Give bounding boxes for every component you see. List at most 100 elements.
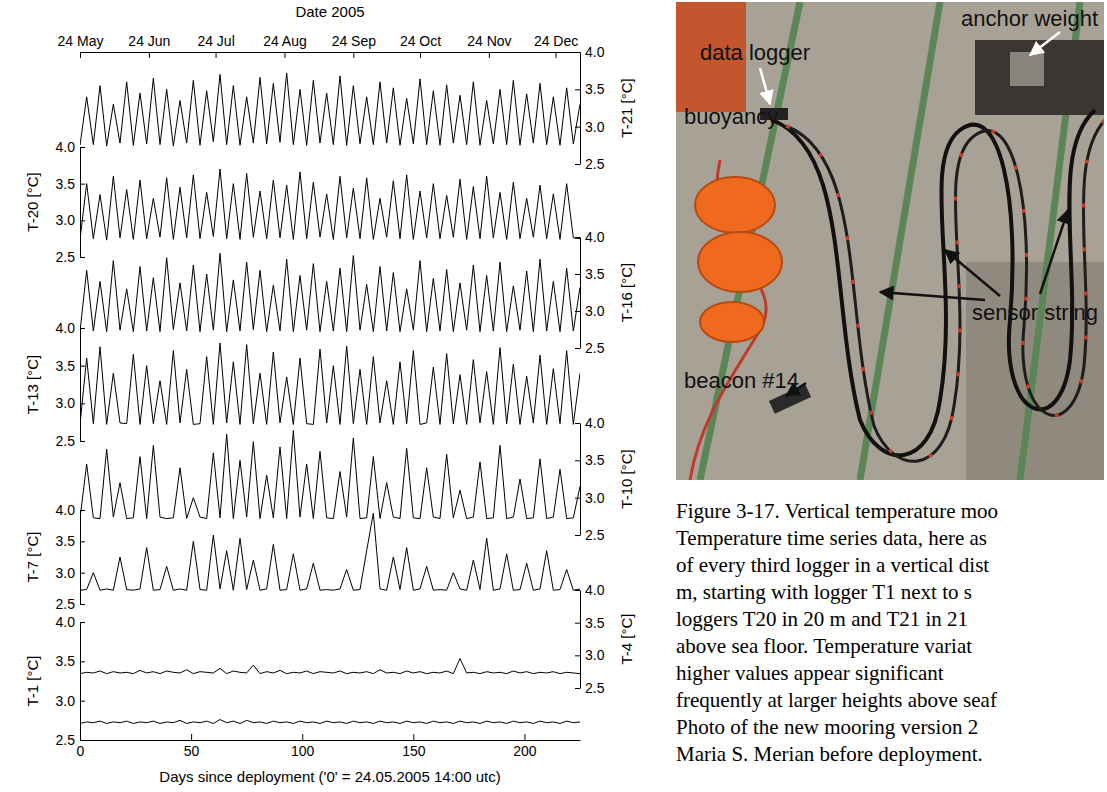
tick-label: 24 Sep <box>332 33 377 49</box>
caption-line: loggers T20 in 20 m and T21 in 21 <box>676 607 968 631</box>
caption-line: Maria S. Merian before deployment. <box>676 742 983 766</box>
y-axis: 2.53.03.54.0 <box>56 320 85 449</box>
tick: 50 <box>184 734 200 759</box>
temperature-line <box>80 169 580 240</box>
series-group <box>80 343 580 424</box>
tick: 2.5 <box>575 680 605 696</box>
tick-label: 3.5 <box>585 81 605 97</box>
tick-label: 200 <box>513 743 537 759</box>
temperature-line <box>80 253 580 331</box>
tick: 24 May <box>58 33 104 58</box>
tick-label: 4.0 <box>585 229 605 245</box>
tick-mark <box>575 52 580 53</box>
photo-label: anchor weight <box>961 6 1098 31</box>
tick: 2.5 <box>56 249 85 265</box>
tick-label: 2.5 <box>585 680 605 696</box>
tick: 2.5 <box>56 732 85 748</box>
tick-label: 3.0 <box>56 212 76 228</box>
caption-line: Temperature time series data, here as <box>676 526 987 550</box>
axis-line <box>80 148 81 258</box>
tick-label: 3.5 <box>585 615 605 631</box>
buoy <box>698 232 782 292</box>
tick: 4.0 <box>575 229 605 245</box>
axis-line <box>80 329 81 442</box>
tick-mark <box>575 688 580 689</box>
series-group <box>80 513 580 590</box>
tick: 150 <box>402 734 426 759</box>
tick-label: 24 Nov <box>467 33 511 49</box>
tick-label: 3.0 <box>585 303 605 319</box>
tick-label: 3.0 <box>585 490 605 506</box>
tick: 4.0 <box>56 139 85 155</box>
series-group <box>80 720 580 724</box>
axis-line <box>580 53 581 165</box>
tick-label: 3.5 <box>56 176 76 192</box>
tick: 2.5 <box>575 527 605 543</box>
y-axis-title: T-1 [°C] <box>24 655 41 706</box>
tick-mark <box>575 311 580 312</box>
tick-label: 4.0 <box>585 415 605 431</box>
tick-label: 4.0 <box>56 320 76 336</box>
tick-mark <box>353 52 354 58</box>
tick-label: 3.0 <box>56 693 76 709</box>
tick: 24 Nov <box>467 33 511 58</box>
photo <box>676 2 1104 480</box>
tick-mark <box>80 510 85 511</box>
tick-mark <box>80 541 85 542</box>
tick-mark <box>80 220 85 221</box>
tick-label: 2.5 <box>585 527 605 543</box>
tick-label: 4.0 <box>585 44 605 60</box>
tick-mark <box>524 734 525 740</box>
tick: 3.0 <box>575 647 605 663</box>
tick: 24 Jun <box>128 33 170 58</box>
photo-label: buoyancy <box>684 104 778 129</box>
axis-line <box>80 623 81 741</box>
annotation-arrow <box>1040 210 1068 294</box>
y-axis: 2.53.03.54.0 <box>56 614 85 748</box>
y-axis: 2.53.03.54.0 <box>56 502 85 612</box>
tick-mark <box>80 328 85 329</box>
y-axis: 2.5 3.0 3.5 4.0 <box>575 415 605 543</box>
x-axis-title: Days since deployment ('0' = 24.05.2005 … <box>159 768 500 785</box>
caption-line: Photo of the new mooring version 2 <box>676 715 978 739</box>
tick-label: 2.5 <box>56 732 76 748</box>
photo-label: sensor string <box>972 300 1098 325</box>
y-axis-title: T-10 [°C] <box>618 449 635 508</box>
tick-mark <box>420 52 421 58</box>
temperature-line <box>80 430 580 518</box>
tick-label: 100 <box>291 743 315 759</box>
figure: 24 May24 Jun24 Jul24 Aug24 Sep24 Oct24 N… <box>0 0 1107 792</box>
tick-label: 24 Jul <box>197 33 234 49</box>
caption-line: of every third logger in a vertical dist <box>676 553 989 577</box>
tick-mark <box>575 655 580 656</box>
tick-label: 3.0 <box>56 395 76 411</box>
series-group <box>80 430 580 518</box>
tick-label: 0 <box>77 743 85 759</box>
tick-mark <box>556 52 557 58</box>
tick-label: 4.0 <box>56 502 76 518</box>
tick-mark <box>80 184 85 185</box>
tick: 3.5 <box>575 81 605 97</box>
caption-line: above sea floor. Temperature variat <box>676 634 972 658</box>
caption-line: m, starting with logger T1 next to s <box>676 580 972 604</box>
x-axis: 0 50 100 150 200 <box>77 734 581 759</box>
tick-mark <box>413 734 414 740</box>
photo-label: data logger <box>700 40 810 65</box>
tick-label: 3.5 <box>56 653 76 669</box>
temperature-line <box>80 343 580 424</box>
temperature-line <box>80 659 580 674</box>
y-axis: 2.5 3.0 3.5 4.0 <box>56 139 85 265</box>
tick: 3.0 <box>56 693 85 709</box>
tick: 4.0 <box>575 582 605 598</box>
axis-line <box>81 740 581 741</box>
tick-label: 3.5 <box>585 452 605 468</box>
y-axis-title: T-13 [°C] <box>24 355 41 414</box>
tick-label: 24 Oct <box>400 33 441 49</box>
tick-label: 4.0 <box>585 582 605 598</box>
sensor-cable <box>786 116 1104 461</box>
tick-label: 3.5 <box>56 533 76 549</box>
tick-label: 50 <box>184 743 200 759</box>
tick-label: 3.0 <box>585 119 605 135</box>
tick: 3.5 <box>56 176 85 192</box>
tick: 24 Jul <box>197 33 234 58</box>
